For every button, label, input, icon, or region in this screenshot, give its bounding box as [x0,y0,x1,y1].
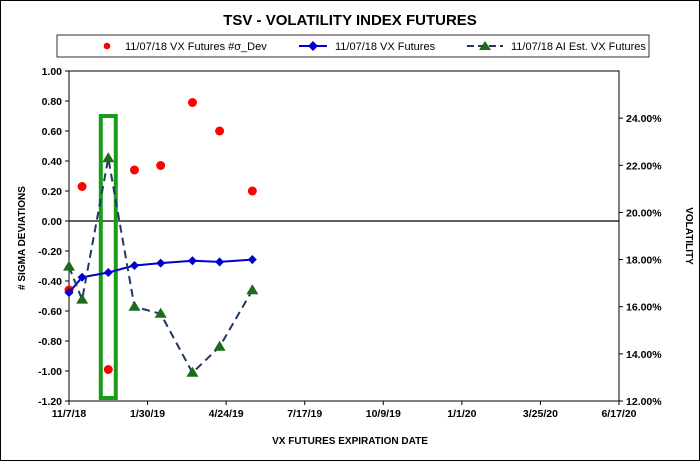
y-tick-label: 0.00 [42,216,63,228]
x-axis-ticks: 11/7/18 1/30/19 4/24/19 7/17/19 10/9/19 1/1/2… [52,401,637,420]
point-ai-est [246,284,259,295]
legend-label-vx-futures: 11/07/18 VX Futures [335,41,436,53]
legend-marker-ai-est [479,41,491,50]
point-ai-est [102,152,115,163]
x-tick-label: 1/1/20 [447,408,476,420]
point-vx-futures [247,255,257,265]
point-sigma-dev [156,161,166,170]
y-tick-label: 0.80 [42,96,63,108]
series-line-ai-est [68,158,254,375]
point-vx-futures [103,268,113,278]
right-axis-ticks: 12.00% 14.00% 16.00% 18.00% 20.00% 22.00% 24.0… [619,113,662,408]
x-axis-title: VX FUTURES EXPIRATION DATE [272,436,428,447]
point-ai-est [154,307,167,318]
plot-border [68,70,620,402]
y-tick-label: 1.00 [42,66,63,78]
y2-tick-label: 24.00% [626,113,662,125]
x-tick-label: 7/17/19 [287,408,322,420]
legend-box [56,34,650,58]
y-tick-label: -0.20 [38,246,62,258]
point-ai-est [128,300,141,311]
y-tick-label: -1.00 [38,366,62,378]
legend: 11/07/18 VX Futures #σ_Dev 11/07/18 VX F… [56,34,650,58]
x-tick-label: 6/17/20 [601,408,636,420]
left-axis-ticks: -1.20 -1.00 -0.80 -0.60 -0.40 -0.20 0.00 0.20 0.… [38,66,69,408]
y2-tick-label: 12.00% [626,396,662,408]
y-tick-label: -0.80 [38,336,62,348]
chart-title: TSV - VOLATILITY INDEX FUTURES [223,12,477,29]
y-axis-title: # SIGMA DEVIATIONS [17,186,28,290]
y-tick-label: -0.40 [38,276,62,288]
y2-tick-label: 14.00% [626,349,662,361]
legend-entry-ai-est: 11/07/18 AI Est. VX Futures [467,41,646,53]
legend-entry-sigma-dev: 11/07/18 VX Futures #σ_Dev [103,41,267,53]
point-vx-futures [156,258,166,268]
point-sigma-dev [77,182,87,191]
y-tick-label: 0.20 [42,186,63,198]
legend-marker-sigma-dev [103,42,111,50]
y2-tick-label: 20.00% [626,207,662,219]
point-sigma-dev [215,126,225,136]
x-tick-label: 4/24/19 [209,408,244,420]
point-ai-est [186,366,199,377]
point-ai-est [213,340,226,351]
point-sigma-dev [129,165,139,175]
point-ai-est [76,293,89,304]
point-vx-futures [129,260,140,270]
x-tick-label: 10/9/19 [366,408,401,420]
x-tick-label: 11/7/18 [52,408,87,420]
y2-tick-label: 16.00% [626,302,662,314]
point-sigma-dev [103,365,113,374]
legend-label-sigma-dev: 11/07/18 VX Futures #σ_Dev [125,41,267,53]
series-group [63,98,259,400]
point-vx-futures [187,256,197,266]
y-tick-label: -1.20 [38,396,62,408]
point-vx-futures [215,257,225,267]
point-sigma-dev [187,98,197,107]
y2-tick-label: 22.00% [626,160,662,172]
legend-label-ai-est: 11/07/18 AI Est. VX Futures [511,41,646,53]
highlight-box [98,114,118,400]
plot-area [68,70,620,402]
y2-tick-label: 18.00% [626,255,662,267]
y-tick-label: 0.60 [42,126,63,138]
x-tick-label: 3/25/20 [523,408,558,420]
y-tick-label: 0.40 [42,156,63,168]
y2-axis-title: VOLATILITY [683,207,694,265]
point-ai-est [63,260,75,271]
x-tick-label: 1/30/19 [130,408,165,420]
y-tick-label: -0.60 [38,306,62,318]
point-sigma-dev [247,186,257,196]
